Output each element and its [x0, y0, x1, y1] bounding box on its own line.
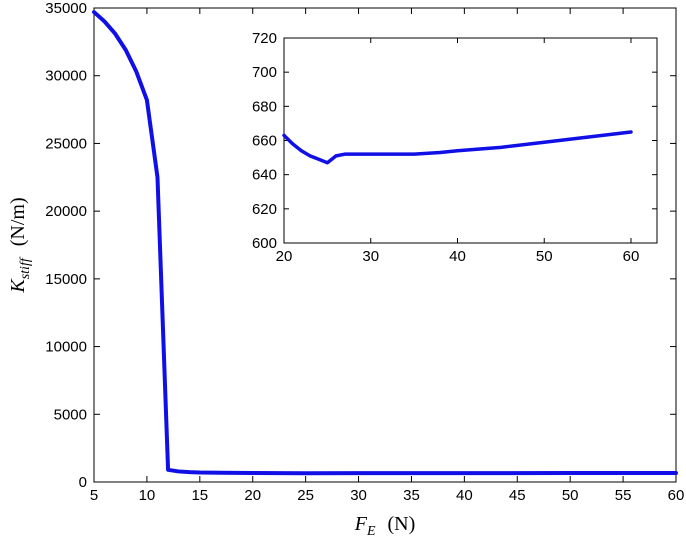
inset-x-ticks: 20 30 40 50 60 [276, 38, 640, 265]
main-x-tick-label: 55 [615, 487, 632, 504]
inset-y-tick-label: 660 [252, 133, 277, 150]
inset-plot: 20 30 40 50 60 600 620 640 660 680 700 720 [252, 30, 658, 265]
inset-plot-background [284, 38, 657, 243]
inset-series [282, 130, 633, 165]
y-axis-label: Kstiff (N/m) [7, 197, 33, 293]
inset-y-tick-label: 640 [252, 167, 277, 184]
main-x-tick-label: 45 [509, 487, 526, 504]
inset-x-tick-label: 40 [449, 248, 466, 265]
main-y-tick-label: 35000 [45, 0, 87, 17]
main-x-tick-label: 20 [244, 487, 261, 504]
main-x-ticks: 5 10 15 20 25 30 35 40 45 50 55 60 [90, 8, 685, 504]
main-plot: 5 10 15 20 25 30 35 40 45 50 55 60 0 5000 10000 15000 2… [45, 0, 684, 504]
x-axis-label: FE (N) [354, 513, 416, 539]
main-x-tick-label: 15 [191, 487, 208, 504]
main-series [92, 10, 678, 476]
main-y-tick-label: 20000 [45, 203, 87, 220]
main-x-tick-label: 30 [350, 487, 367, 504]
main-x-tick-label: 10 [139, 487, 156, 504]
x-axis-unit: (N) [388, 513, 416, 535]
main-x-tick-label: 40 [456, 487, 473, 504]
x-axis-symbol: F [354, 513, 368, 535]
main-x-tick-label: 35 [403, 487, 420, 504]
y-axis-symbol: K [7, 278, 29, 294]
main-y-ticks: 0 5000 10000 15000 20000 25000 30000 35000 [45, 0, 676, 491]
main-x-tick-label: 60 [668, 487, 685, 504]
inset-x-tick-label: 30 [362, 248, 379, 265]
inset-y-tick-label: 720 [252, 30, 277, 47]
inset-y-tick-label: 700 [252, 64, 277, 81]
main-y-tick-label: 5000 [54, 406, 87, 423]
inset-y-ticks: 600 620 640 660 680 700 720 [252, 30, 657, 252]
main-y-tick-label: 10000 [45, 339, 87, 356]
x-axis-subscript: E [366, 524, 376, 539]
y-axis-unit: (N/m) [7, 197, 29, 246]
inset-y-tick-label: 620 [252, 201, 277, 218]
inset-y-tick-label: 600 [252, 235, 277, 252]
main-y-tick-label: 30000 [45, 68, 87, 85]
main-x-tick-label: 5 [90, 487, 98, 504]
inset-series-line [282, 130, 633, 165]
main-x-tick-label: 50 [562, 487, 579, 504]
main-y-tick-label: 0 [79, 474, 87, 491]
y-axis-subscript: stiff [18, 256, 33, 279]
inset-x-tick-label: 50 [536, 248, 553, 265]
main-series-line [92, 10, 678, 476]
main-x-tick-label: 25 [297, 487, 314, 504]
inset-x-tick-label: 60 [623, 248, 640, 265]
main-plot-frame [93, 7, 677, 483]
main-y-tick-label: 15000 [45, 271, 87, 288]
main-y-tick-label: 25000 [45, 135, 87, 152]
inset-y-tick-label: 680 [252, 98, 277, 115]
inset-x-tick-label: 20 [276, 248, 293, 265]
